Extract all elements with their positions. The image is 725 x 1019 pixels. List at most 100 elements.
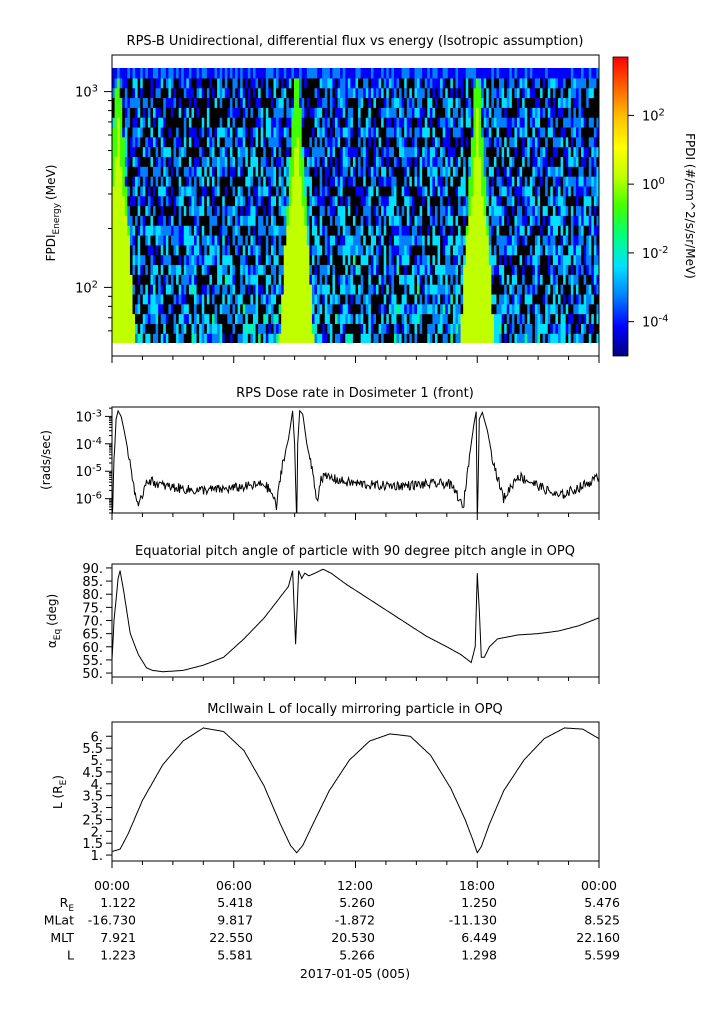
spectrogram-cell xyxy=(145,77,149,89)
spectrogram-cell xyxy=(409,146,413,157)
spectrogram-cell xyxy=(188,234,193,246)
spectrogram-cell xyxy=(322,215,326,226)
spectrogram-cell xyxy=(452,303,457,315)
spectrogram-cell xyxy=(260,313,264,324)
spectrogram-cell xyxy=(411,254,416,266)
spectrogram-cell xyxy=(301,284,305,295)
spectrogram-cell xyxy=(593,254,598,266)
spectrogram-cell xyxy=(278,225,282,236)
spectrogram-cell xyxy=(393,234,398,246)
spectrogram-cell xyxy=(217,303,221,315)
spectrogram-cell xyxy=(309,284,313,295)
spectrogram-cell xyxy=(358,313,362,324)
spectrogram-cell xyxy=(570,107,574,118)
spectrogram-cell xyxy=(575,195,580,207)
spectrogram-cell xyxy=(186,87,190,99)
spectrogram-cell xyxy=(409,126,413,138)
spectrogram-cell xyxy=(491,333,495,343)
spectrogram-cell xyxy=(442,303,446,315)
spectrogram-cell xyxy=(532,87,536,99)
spectrogram-cell xyxy=(217,234,221,246)
spectrogram-cell xyxy=(129,284,134,295)
spectrogram-cell xyxy=(429,126,433,138)
spectrogram-cell xyxy=(570,176,574,187)
spectrogram-cell xyxy=(409,234,413,246)
spectrogram-cell xyxy=(370,284,375,295)
spectrogram-cell xyxy=(255,117,259,128)
spectrogram-cell xyxy=(550,156,554,167)
spectrogram-cell xyxy=(158,126,162,138)
spectrogram-cell xyxy=(147,97,152,108)
spectrogram-cell xyxy=(473,293,477,305)
spectrogram-cell xyxy=(114,185,118,197)
spectrogram-cell xyxy=(414,185,418,197)
spectrogram-cell xyxy=(593,97,598,108)
spectrogram-cell xyxy=(324,264,328,275)
spectrogram-cell xyxy=(532,225,536,236)
spectrogram-cell xyxy=(542,234,546,246)
spectrogram-cell xyxy=(529,323,533,334)
spectrogram-cell xyxy=(373,156,377,167)
spectrogram-cell xyxy=(560,225,564,236)
spectrogram-cell xyxy=(140,146,144,157)
spectrogram-cell xyxy=(381,136,385,148)
spectrogram-cell xyxy=(419,176,423,187)
spectrogram-cell xyxy=(127,146,131,157)
spectrogram-cell xyxy=(501,176,505,187)
spectrogram-cell xyxy=(406,156,410,167)
spectrogram-cell xyxy=(511,254,516,266)
spectrogram-cell xyxy=(150,264,154,275)
spectrogram-cell xyxy=(217,136,221,148)
spectrogram-cell xyxy=(511,195,516,207)
spectrogram-cell xyxy=(593,146,598,157)
spectrogram-cell xyxy=(481,117,485,128)
spectrogram-cell xyxy=(270,323,275,334)
spectrogram-cell xyxy=(181,293,185,305)
spectrogram-cell xyxy=(201,234,205,246)
spectrogram-cell xyxy=(406,254,410,266)
spectrogram-cell xyxy=(288,333,293,343)
spectrogram-cell xyxy=(581,333,585,343)
spectrogram-cell xyxy=(276,225,280,236)
spectrogram-cell xyxy=(396,264,400,275)
spectrogram-cell xyxy=(276,166,280,177)
spectrogram-cell xyxy=(147,293,152,305)
spectrogram-cell xyxy=(350,274,354,285)
spectrogram-cell xyxy=(178,264,182,275)
spectrogram-cell xyxy=(550,313,554,324)
spectrogram-cell xyxy=(437,126,441,138)
spectrogram-cell xyxy=(550,293,554,305)
spectrogram-cell xyxy=(522,284,526,295)
spectrogram-cell xyxy=(165,117,169,128)
spectrogram-cell xyxy=(242,205,246,216)
spectrogram-cell xyxy=(276,185,280,197)
spectrogram-cell xyxy=(137,156,141,167)
spectrogram-cell xyxy=(550,215,554,226)
spectrogram-cell xyxy=(542,195,546,207)
spectrogram-cell xyxy=(240,323,244,334)
spectrogram-cell xyxy=(450,254,454,266)
spectrogram-cell xyxy=(424,195,428,207)
spectrogram-cell xyxy=(145,215,149,226)
spectrogram-cell xyxy=(499,225,503,236)
spectrogram-cell xyxy=(478,205,482,216)
spectrogram-cell xyxy=(455,293,459,305)
spectrogram-cell xyxy=(135,293,139,305)
spectrogram-cell xyxy=(329,156,334,167)
spectrogram-cell xyxy=(506,323,510,334)
spectrogram-cell xyxy=(114,126,118,138)
spectrogram-cell xyxy=(591,333,595,343)
spectrogram-cell xyxy=(447,126,451,138)
spectrogram-cell xyxy=(583,136,587,148)
spectrogram-cell xyxy=(468,215,472,226)
spectrogram-cell xyxy=(496,244,500,256)
spectrogram-cell xyxy=(342,215,346,226)
spectrogram-cell xyxy=(573,195,577,207)
spectrogram-cell xyxy=(309,303,313,315)
spectrogram-cell xyxy=(516,293,521,305)
spectrogram-cell xyxy=(504,185,508,197)
spectrogram-cell xyxy=(450,146,454,157)
spectrogram-cell xyxy=(478,166,482,177)
spectrogram-cell xyxy=(117,117,121,128)
spectrogram-cell xyxy=(347,333,351,343)
